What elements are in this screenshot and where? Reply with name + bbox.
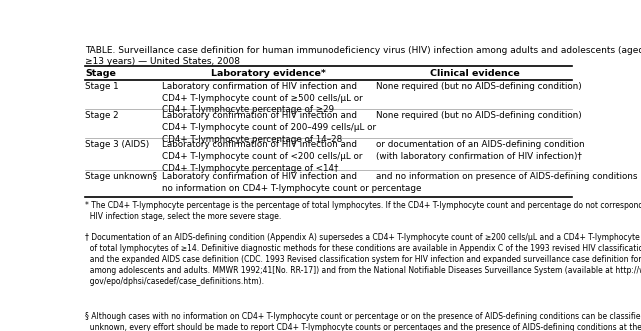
Text: TABLE. Surveillance case definition for human immunodeficiency virus (HIV) infec: TABLE. Surveillance case definition for … bbox=[85, 46, 641, 66]
Text: Laboratory confirmation of HIV infection and
no information on CD4+ T-lymphocyte: Laboratory confirmation of HIV infection… bbox=[162, 172, 422, 193]
Text: None required (but no AIDS-defining condition): None required (but no AIDS-defining cond… bbox=[376, 82, 581, 91]
Text: Stage 2: Stage 2 bbox=[85, 111, 119, 120]
Text: Laboratory confirmation of HIV infection and
CD4+ T-lymphocyte count of ≥500 cel: Laboratory confirmation of HIV infection… bbox=[162, 82, 363, 115]
Text: Laboratory evidence*: Laboratory evidence* bbox=[212, 69, 326, 78]
Text: or documentation of an AIDS-defining condition
(with laboratory confirmation of : or documentation of an AIDS-defining con… bbox=[376, 140, 585, 161]
Text: * The CD4+ T-lymphocyte percentage is the percentage of total lymphocytes. If th: * The CD4+ T-lymphocyte percentage is th… bbox=[85, 201, 641, 221]
Text: Stage: Stage bbox=[85, 69, 116, 78]
Text: Laboratory confirmation of HIV infection and
CD4+ T-lymphocyte count of 200–499 : Laboratory confirmation of HIV infection… bbox=[162, 111, 376, 144]
Text: and no information on presence of AIDS-defining conditions: and no information on presence of AIDS-d… bbox=[376, 172, 637, 181]
Text: Stage 3 (AIDS): Stage 3 (AIDS) bbox=[85, 140, 149, 149]
Text: None required (but no AIDS-defining condition): None required (but no AIDS-defining cond… bbox=[376, 111, 581, 120]
Text: § Although cases with no information on CD4+ T-lymphocyte count or percentage or: § Although cases with no information on … bbox=[85, 312, 641, 331]
Text: Stage unknown§: Stage unknown§ bbox=[85, 172, 157, 181]
Text: † Documentation of an AIDS-defining condition (Appendix A) supersedes a CD4+ T-l: † Documentation of an AIDS-defining cond… bbox=[85, 233, 641, 286]
Text: Stage 1: Stage 1 bbox=[85, 82, 119, 91]
Text: Laboratory confirmation of HIV infection and
CD4+ T-lymphocyte count of <200 cel: Laboratory confirmation of HIV infection… bbox=[162, 140, 363, 173]
Text: Clinical evidence: Clinical evidence bbox=[430, 69, 520, 78]
